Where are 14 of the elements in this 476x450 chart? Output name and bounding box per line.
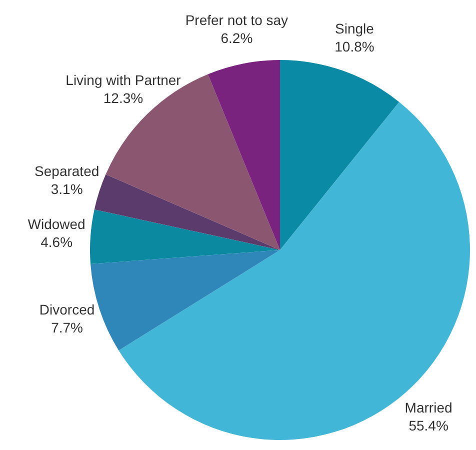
data-label: 4.6% bbox=[40, 234, 73, 250]
slice-label: Widowed bbox=[28, 216, 86, 232]
data-label: 10.8% bbox=[334, 38, 374, 55]
slice-label: Living with Partner bbox=[66, 72, 182, 88]
slice-label: Married bbox=[404, 400, 452, 416]
data-label: 7.7% bbox=[51, 319, 84, 336]
slice-label: Single bbox=[335, 20, 374, 37]
data-label: 6.2% bbox=[220, 30, 253, 46]
data-label: 12.3% bbox=[103, 90, 144, 106]
slice-label: Divorced bbox=[39, 301, 95, 318]
data-label: 3.1% bbox=[50, 181, 83, 198]
data-label: 55.4% bbox=[408, 418, 448, 434]
slice-label: Prefer not to say bbox=[185, 12, 288, 28]
slice-label: Separated bbox=[34, 163, 100, 180]
